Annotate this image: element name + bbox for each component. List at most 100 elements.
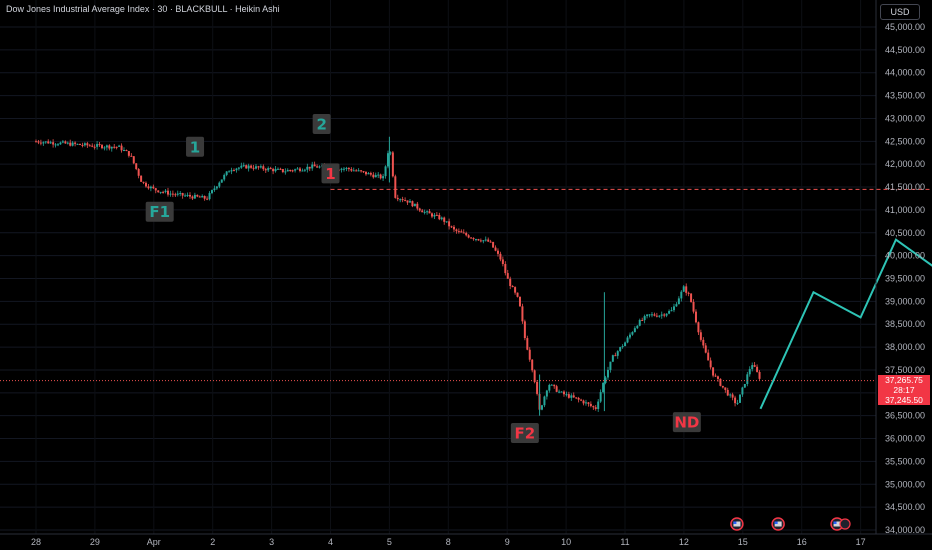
candle-body [242, 165, 245, 167]
candle-body [174, 194, 177, 196]
candle-body [303, 169, 306, 171]
candle-body [438, 214, 441, 220]
candle-body [511, 285, 514, 288]
candle-body [606, 369, 609, 378]
candle-body [254, 166, 257, 169]
candle-body [78, 143, 81, 145]
candle-body [575, 397, 578, 399]
candle-body [707, 352, 710, 361]
candle-body [443, 217, 446, 222]
wave-label[interactable]: F2 [510, 423, 539, 444]
candle-body [59, 142, 62, 145]
y-tick-label: 38,500.00 [885, 319, 925, 329]
y-tick-label: 35,000.00 [885, 479, 925, 489]
candle-body [633, 328, 636, 333]
candle-body [152, 186, 155, 189]
candle-body [259, 166, 262, 168]
candle-body [734, 397, 737, 404]
candle-body [220, 179, 223, 183]
candle-body [384, 166, 387, 177]
candle-body [386, 153, 389, 167]
candle-body [687, 292, 690, 294]
candle-body [411, 201, 414, 207]
wave-label[interactable]: ND [672, 412, 701, 433]
candle-body [682, 286, 685, 292]
candle-body [181, 193, 184, 196]
candle-body [690, 293, 693, 302]
candle-body [430, 213, 433, 217]
candle-body [540, 405, 543, 410]
candle-body [709, 360, 712, 368]
wave-label[interactable]: 1 [321, 163, 340, 184]
candle-body [602, 382, 605, 393]
annotations: 1F121F2ND2 [145, 113, 701, 444]
x-tick-label: 2 [210, 537, 215, 547]
candle-body [724, 387, 727, 390]
candle-body [406, 200, 409, 203]
wave-label[interactable]: 2 [312, 113, 331, 134]
candle-body [191, 196, 194, 199]
candle-body [592, 406, 595, 408]
candle-body [589, 403, 592, 407]
y-tick-label: 38,000.00 [885, 342, 925, 352]
event-flag [774, 521, 782, 527]
candle-body [342, 168, 345, 170]
candle-body [105, 145, 108, 148]
wave-label[interactable]: 1 [186, 136, 205, 157]
candle-body [171, 193, 174, 195]
candle-body [577, 397, 580, 400]
candle-body [125, 150, 128, 152]
candle-body [135, 163, 138, 170]
candle-body [100, 145, 103, 149]
candle-body [712, 367, 715, 376]
time-axis[interactable]: 28 29 Apr 2 3 4 5 8 9 10 11 12 15 16 17 [31, 537, 866, 547]
candle-body [316, 166, 319, 168]
candle-body [641, 320, 644, 322]
wave-label[interactable]: F1 [145, 201, 174, 222]
price-axis[interactable]: 34,000.00 34,500.00 35,000.00 35,500.00 36,0… [885, 22, 925, 535]
candle-body [49, 142, 52, 144]
candle-body [455, 229, 458, 232]
candle-body [567, 394, 570, 398]
candle-body [487, 239, 490, 242]
current-price: 37,265.75 [885, 375, 923, 385]
wave-label-box [145, 201, 174, 222]
wave-label-text: ND [674, 414, 699, 432]
candle-body [460, 231, 463, 233]
candle-body [582, 400, 585, 404]
candle-body [570, 395, 573, 398]
wave-label-text: 1 [325, 165, 335, 183]
candle-body [746, 374, 749, 385]
candle-body [668, 311, 671, 314]
x-tick-label: 3 [269, 537, 274, 547]
candle-body [472, 238, 475, 240]
candle-body [474, 239, 477, 241]
candle-body [433, 214, 436, 217]
candle-body [362, 171, 365, 173]
bullish-projection-path[interactable] [759, 185, 932, 410]
candle-body [536, 381, 539, 394]
candle-body [289, 170, 292, 172]
candle-body [553, 384, 556, 387]
wave-label-text: 2 [316, 115, 326, 133]
candle-body [357, 170, 360, 172]
currency-button[interactable]: USD [880, 4, 920, 20]
candle-body [435, 214, 438, 216]
economic-event-flag-icon[interactable] [730, 517, 744, 531]
candle-body [699, 332, 702, 340]
economic-event-flag-icon[interactable] [771, 517, 785, 531]
candle-body [274, 168, 277, 172]
candle-body [52, 142, 55, 145]
candle-body [162, 191, 165, 193]
candle-body [355, 170, 358, 172]
candle-body [188, 194, 191, 197]
candle-body [428, 211, 431, 214]
y-tick-label: 35,500.00 [885, 456, 925, 466]
wave-label-box [312, 113, 331, 134]
candle-body [599, 392, 602, 402]
candle-body [157, 190, 160, 193]
candle-body [118, 145, 121, 147]
candle-body [636, 325, 639, 329]
x-tick-label: 15 [738, 537, 748, 547]
